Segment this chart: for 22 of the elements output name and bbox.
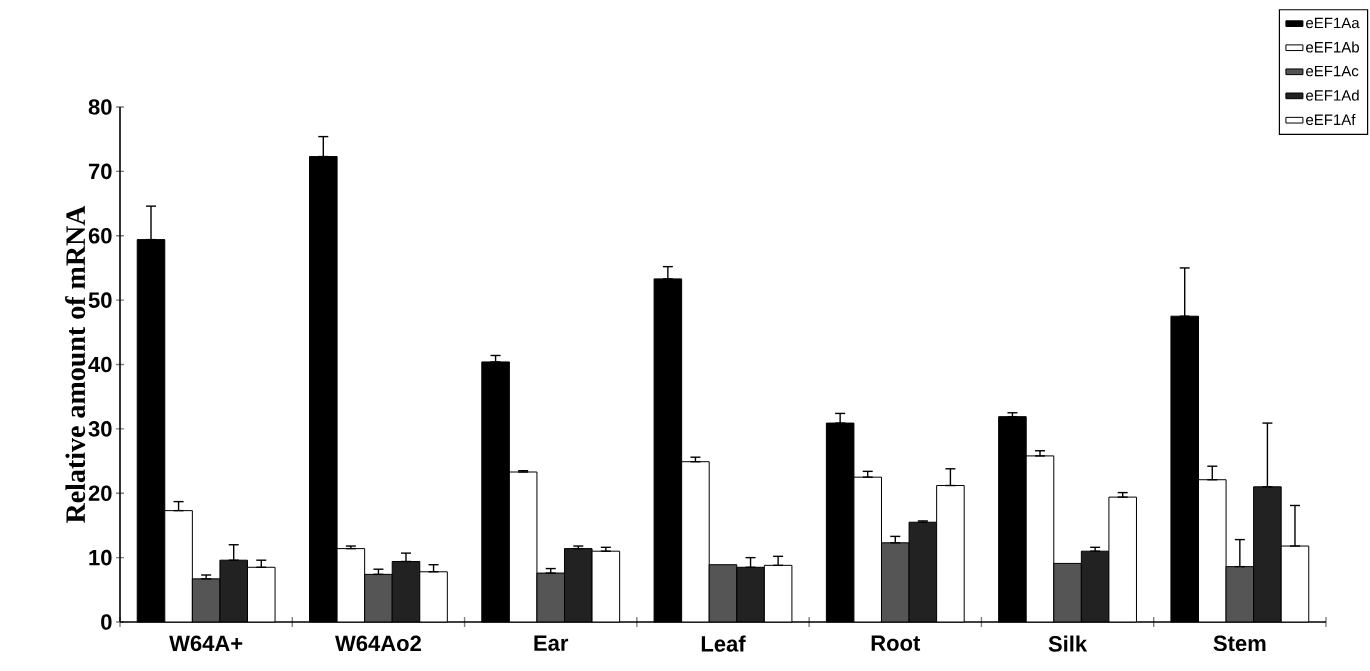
x-tick-label: Silk [1048, 635, 1088, 652]
x-tick-label: Stem [1213, 635, 1266, 652]
x-tick-label: Ear [534, 635, 569, 651]
legend-label: eEF1Ad [1306, 89, 1359, 101]
y-tick-label: 20 [88, 485, 112, 502]
y-tick-label: 40 [88, 356, 112, 373]
legend-label: eEF1Ab [1306, 41, 1359, 53]
y-axis-title: Relative amount of mRNA [65, 205, 86, 524]
y-tick-label: 60 [88, 227, 112, 244]
y-tick-label: 70 [88, 163, 112, 180]
legend-label: eEF1Af [1306, 114, 1356, 126]
x-tick-label: Leaf [701, 635, 746, 652]
y-tick-label: 0 [101, 614, 112, 630]
x-tick-label: W64Ao2 [335, 635, 421, 652]
x-tick-label: Root [871, 635, 921, 651]
legend-label: eEF1Aa [1306, 17, 1360, 29]
y-tick-label: 30 [88, 421, 112, 437]
x-tick-label: W64A+ [169, 635, 243, 652]
y-tick-label: 50 [88, 292, 112, 308]
y-tick-label: 10 [89, 549, 112, 566]
y-tick-label: 80 [88, 99, 112, 115]
legend-label: eEF1Ac [1306, 65, 1359, 77]
